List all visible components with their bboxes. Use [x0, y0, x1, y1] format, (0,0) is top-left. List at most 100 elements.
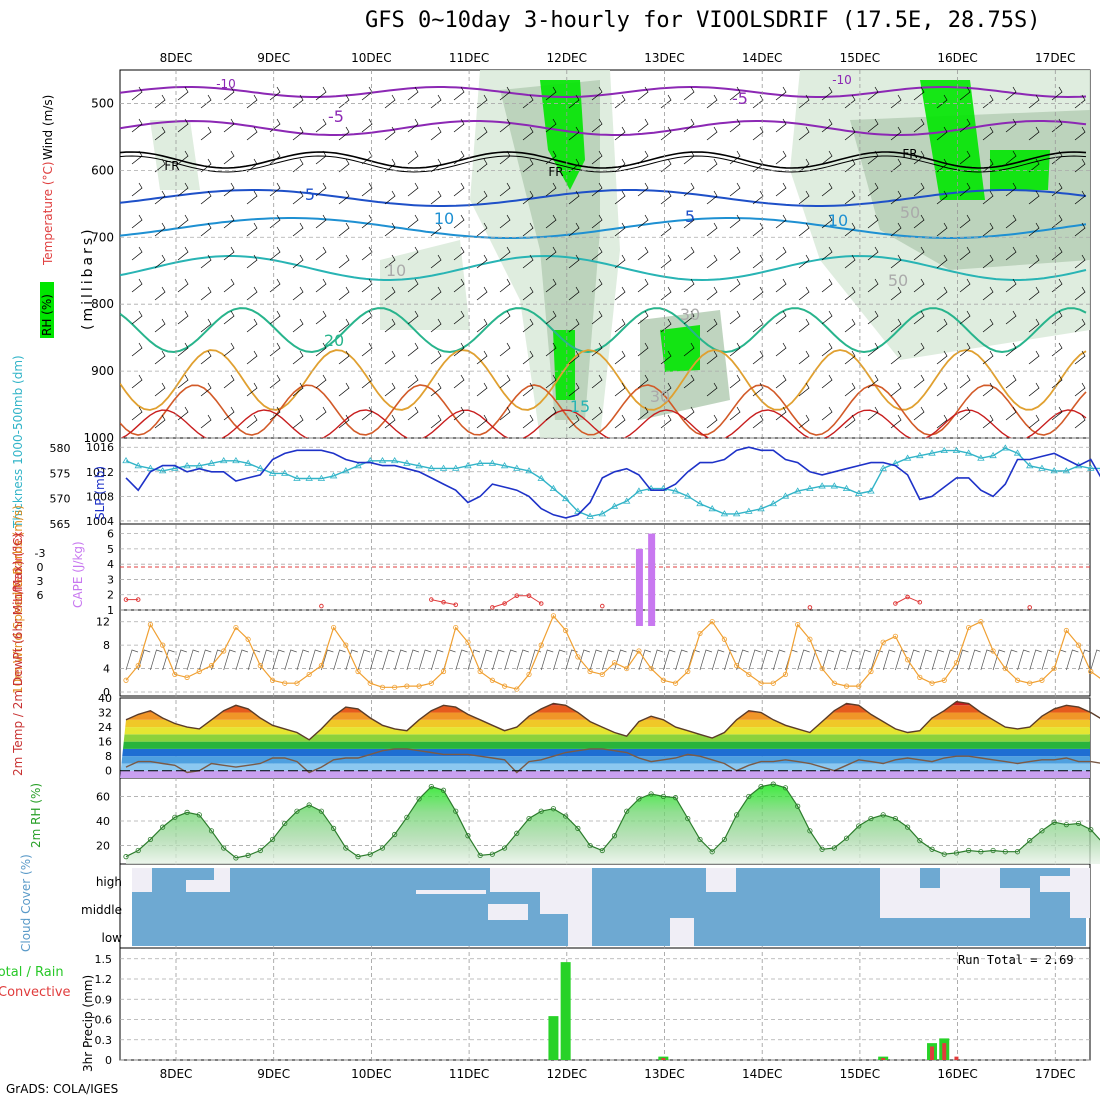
thickness-line-point [500, 462, 509, 469]
thickness-line-point [574, 507, 582, 514]
wind-barb [154, 382, 166, 397]
contour-label: FR [902, 147, 917, 161]
wind-barb [476, 158, 488, 173]
wind-barb [223, 182, 235, 197]
wind-barb [1028, 414, 1040, 429]
wind-speed-line-point [599, 671, 605, 678]
wind-speed-line-point [245, 636, 251, 642]
wind-barb [982, 414, 994, 429]
wind-barb [384, 126, 396, 141]
wind-barb [522, 222, 534, 237]
wind-barb-10m [430, 649, 444, 671]
wind-barb [338, 414, 350, 429]
contour-label: -10 [216, 77, 236, 91]
wind-barb [499, 118, 511, 133]
rh2m-line-point [807, 828, 813, 834]
wind-speed-line-point [1075, 642, 1082, 648]
wind-barb [890, 254, 902, 269]
date-tick-top: 15DEC [840, 51, 880, 65]
wind-barb [982, 318, 994, 333]
thickness-line-point [452, 464, 460, 471]
wind-barb [522, 254, 534, 269]
wind-barb [361, 86, 373, 101]
wind-barb [200, 382, 212, 397]
wind-barb [407, 278, 419, 293]
wind-barb [936, 222, 948, 237]
slp-tick: 1008 [86, 490, 114, 503]
temp-tick: 24 [98, 721, 112, 734]
wind-barb [568, 350, 580, 365]
thickness-line-point [916, 451, 924, 459]
wind-barb [407, 406, 419, 421]
wind-barb [131, 406, 143, 421]
wind-barb-10m [174, 649, 187, 671]
temp-color-band [120, 756, 1090, 764]
wind-barb [315, 342, 327, 357]
cloud-gap [880, 888, 1030, 918]
precip-convective-bar [930, 1046, 935, 1060]
wind-speed-line-point [135, 663, 141, 669]
wind-barb [752, 94, 764, 109]
thickness-line-point [183, 462, 191, 469]
wind-barb [430, 350, 442, 365]
wind-barb [798, 286, 810, 301]
wind-barb [959, 246, 971, 261]
wind-barb [430, 158, 442, 173]
thickness-line-point [268, 469, 277, 476]
wind-speed-line-point [624, 665, 630, 672]
wind-barb [407, 246, 419, 261]
wind-barb-10m [870, 649, 884, 671]
wind-barb [384, 254, 396, 269]
thickness-line-point [561, 494, 570, 502]
cape-bar [635, 548, 643, 626]
rh2m-line-point [172, 814, 178, 820]
thickness-line-point [696, 499, 704, 507]
wind-barb [200, 350, 212, 365]
wind-barb [476, 414, 488, 429]
wind-barb [246, 126, 258, 141]
rh2m-line-point [648, 791, 654, 797]
wind-barb [798, 158, 810, 173]
slp-ylabel: SLP (mb) [93, 466, 107, 520]
wind-barb [706, 318, 718, 333]
wind-barb [246, 350, 258, 365]
wind-speed-line-point [306, 671, 312, 678]
precip-ylabel: 3hr Precip (mm) [81, 975, 95, 1072]
temp-tick: 8 [105, 750, 112, 763]
wind-barb [568, 158, 580, 173]
wind-barb [545, 278, 557, 293]
wind-barb [683, 150, 695, 165]
wind-speed-line-point [440, 668, 447, 675]
cape-tick: 2 [107, 589, 114, 602]
wind-barb [890, 350, 902, 365]
wind-barb [476, 350, 488, 365]
wind-barb-10m [394, 649, 407, 671]
contour-label: 50 [888, 271, 908, 290]
rh2m-line-point [966, 847, 972, 854]
wind-barb [867, 214, 879, 229]
wind-barb [177, 86, 189, 101]
wind-barb [177, 118, 189, 133]
wind-barb-10m [333, 649, 346, 671]
wind-speed-line-point [294, 680, 300, 686]
wind-barb-10m [772, 649, 786, 671]
wind-barb [384, 382, 396, 397]
cloud-level-label: high [96, 875, 122, 889]
wind-barb [683, 214, 695, 229]
wind-barb [775, 246, 787, 261]
wind-barb-10m [711, 649, 725, 671]
thickness-line-point [488, 459, 497, 466]
wind-barb [913, 182, 925, 197]
rh2m-area [126, 784, 1100, 864]
wind-barb [752, 158, 764, 173]
wind-barb [430, 126, 442, 141]
wind-barb [798, 382, 810, 397]
wind-barb-10m [797, 649, 810, 671]
thickness-line-point [244, 459, 252, 466]
temp-tick: 16 [98, 736, 112, 749]
rh2m-line-point [465, 833, 471, 839]
wind-barb [361, 310, 373, 325]
thickness-line-point [684, 492, 692, 499]
wind-speed-line-point [1051, 665, 1057, 672]
wind-barb [637, 310, 649, 325]
